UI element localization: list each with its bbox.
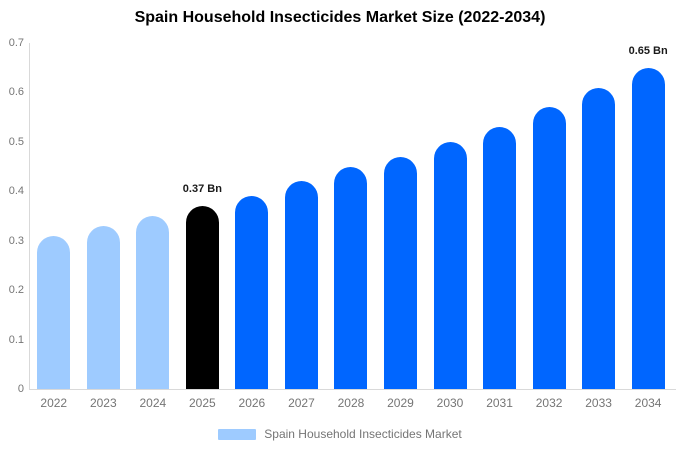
- bar-slot-2025: 0.37 Bn: [178, 43, 228, 389]
- bar-2030: [433, 141, 467, 389]
- x-tick-label-2025: 2025: [189, 396, 216, 410]
- bar-slot-2029: [376, 43, 426, 389]
- bar-slot-2023: [79, 43, 129, 389]
- legend: Spain Household Insecticides Market: [0, 427, 680, 441]
- x-tick-label-2029: 2029: [387, 396, 414, 410]
- bar-slot-2022: [29, 43, 79, 389]
- x-tick-label-2026: 2026: [238, 396, 266, 410]
- bar-2025: [185, 206, 219, 389]
- x-axis-tick-labels: 2022 2023 2024 2025 2026 2027 2028 2029 2030 2031…: [29, 396, 673, 410]
- x-axis-line: [29, 389, 676, 390]
- y-tick-label: 0.3: [8, 234, 24, 247]
- x-tick-label-2031: 2031: [486, 396, 513, 410]
- x-tick-label-2033: 2033: [585, 396, 612, 410]
- plot-area: 0.37 Bn 0.65 Bn: [29, 43, 673, 389]
- y-tick-label: 0.1: [8, 333, 24, 346]
- bar-value-label-2025: 0.37 Bn: [182, 183, 222, 196]
- x-tick-label-2023: 2023: [89, 396, 117, 410]
- legend-swatch: [218, 428, 257, 440]
- x-tick-label-2034: 2034: [634, 396, 662, 410]
- bar-2032: [532, 107, 566, 389]
- y-tick-label: 0: [17, 383, 24, 395]
- bar-2024: [136, 216, 170, 389]
- y-tick-label: 0.6: [8, 86, 24, 99]
- bar-slot-2030: [425, 43, 475, 389]
- y-tick-label: 0.2: [8, 284, 24, 297]
- x-tick-label-2028: 2028: [337, 396, 365, 410]
- bar-slot-2032: [524, 43, 574, 389]
- x-tick-label-2027: 2027: [288, 396, 315, 410]
- bar-2026: [235, 196, 269, 389]
- bar-2029: [383, 156, 417, 389]
- y-tick-label: 0.4: [8, 185, 24, 198]
- bar-2028: [334, 166, 368, 389]
- y-tick-label: 0.7: [8, 37, 24, 49]
- bar-slot-2028: [326, 43, 376, 389]
- bar-slot-2034: 0.65 Bn: [623, 43, 673, 389]
- chart-title: Spain Household Insecticides Market Size…: [134, 9, 546, 26]
- y-tick-label: 0.5: [8, 135, 24, 148]
- x-tick-label-2022: 2022: [40, 396, 68, 410]
- x-tick-label-2032: 2032: [535, 396, 563, 410]
- bar-slot-2026: [227, 43, 277, 389]
- bar-2022: [37, 235, 71, 389]
- bar-2027: [284, 181, 318, 389]
- bar-slot-2027: [277, 43, 327, 389]
- legend-label: Spain Household Insecticides Market: [264, 427, 462, 441]
- y-axis-line: [29, 43, 30, 389]
- bar-slot-2024: [128, 43, 178, 389]
- x-tick-label-2024: 2024: [139, 396, 167, 410]
- bar-slot-2031: [475, 43, 525, 389]
- bar-2033: [582, 87, 616, 389]
- bar-2031: [483, 127, 517, 389]
- bar-2023: [86, 225, 120, 389]
- bar-value-label-2034: 0.65 Bn: [628, 44, 668, 57]
- bar-slot-2033: [574, 43, 624, 389]
- x-tick-label-2030: 2030: [436, 396, 464, 410]
- bar-2034: [631, 67, 665, 389]
